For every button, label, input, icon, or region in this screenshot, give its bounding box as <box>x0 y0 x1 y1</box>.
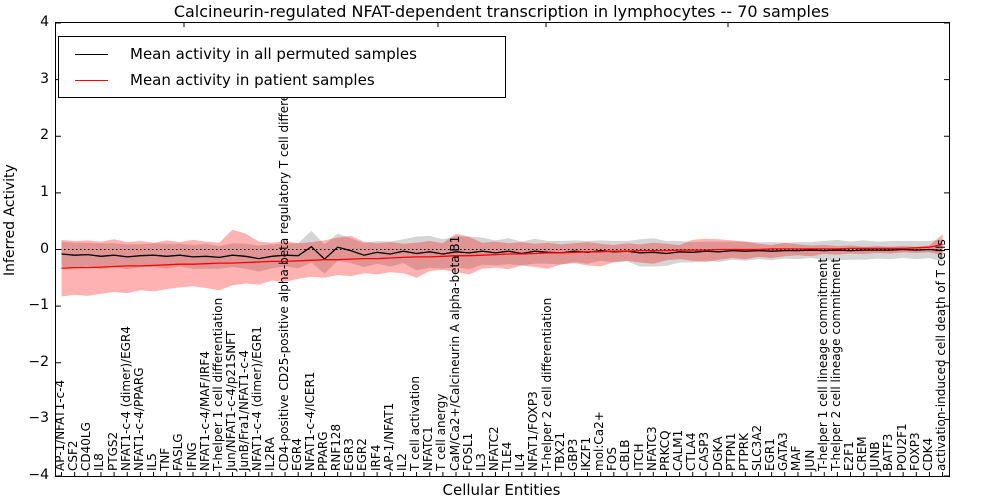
x-tick-label: POU2F1 <box>894 423 909 471</box>
x-tick-label: NFAT1-c-4/MAF/IRF4 <box>197 351 212 471</box>
x-tick-label: PTPRK <box>736 432 751 471</box>
x-tick-label: PRKCQ <box>657 430 672 471</box>
x-tick-label: FOXP3 <box>907 432 922 471</box>
x-tick-label: Jun/NFAT1-c-4/p21SNFT <box>223 330 238 471</box>
x-tick-label: NFAT1/FOXP3 <box>526 391 541 471</box>
chart-title: Calcineurin-regulated NFAT-dependent tra… <box>173 2 830 21</box>
x-tick-label: CDK4 <box>920 437 935 471</box>
legend: Mean activity in all permuted samples Me… <box>58 36 506 98</box>
x-tick-label: TBX21 <box>552 431 567 471</box>
y-tick-label: 1 <box>40 183 49 200</box>
x-tick-label: CD4-positive CD25-positive alpha-beta re… <box>276 47 291 471</box>
x-tick-label: T-helper 1 cell differentiation <box>210 297 225 471</box>
legend-line-sample-black <box>75 53 108 55</box>
legend-item-patient: Mean activity in patient samples <box>59 71 505 89</box>
x-tick-label: IRF4 <box>368 444 383 471</box>
chart-canvas <box>56 23 949 476</box>
x-tick-label: GBP3 <box>565 438 580 471</box>
x-tick-label: FASLG <box>171 433 186 471</box>
x-tick-label: MAF <box>789 445 804 471</box>
x-tick-label: BATF3 <box>881 433 896 471</box>
x-tick-label: JUN <box>802 449 817 471</box>
x-tick-label: CBLB <box>618 439 633 471</box>
x-tick-label: IFNG <box>184 442 199 471</box>
y-tick-label: −3 <box>28 410 49 427</box>
y-tick-label: 3 <box>40 70 49 87</box>
y-tick-label: 4 <box>40 14 49 30</box>
x-tick-label: activation-induced cell death of T cells <box>934 239 949 471</box>
legend-line-sample-red <box>75 79 108 81</box>
x-tick-label: IL2RA <box>263 437 278 471</box>
x-tick-label: ITCH <box>631 443 646 471</box>
x-tick-label: EGR4 <box>289 438 304 471</box>
legend-item-permuted: Mean activity in all permuted samples <box>59 45 505 63</box>
x-tick-label: NFAT1-c-4/PPARG <box>131 367 146 471</box>
y-tick-label: −2 <box>28 353 49 370</box>
x-tick-label: EGR2 <box>355 438 370 471</box>
x-tick-label: IL8 <box>92 453 107 471</box>
patient-mean-line <box>61 243 943 269</box>
y-tick-label: −4 <box>28 467 49 483</box>
x-tick-label: T-helper 2 cell lineage commitment <box>828 257 843 471</box>
legend-label: Mean activity in patient samples <box>130 71 375 89</box>
x-tick-label: AP-1/NFAT1 <box>381 402 396 471</box>
x-tick-label: T-helper 1 cell lineage commitment <box>815 257 830 471</box>
x-tick-label: IL3 <box>473 453 488 471</box>
x-axis-label: Cellular Entities <box>442 481 561 499</box>
patient-band <box>61 229 943 297</box>
x-tick-label: PTPN1 <box>723 432 738 471</box>
y-tick-label: 0 <box>40 240 49 257</box>
x-tick-label: CASP3 <box>697 431 712 471</box>
x-tick-label: NFAT1-c-4 (dimer)/EGR4 <box>118 326 133 471</box>
x-tick-label: T-helper 2 cell differentiation <box>539 297 554 471</box>
x-tick-label: DGKA <box>710 436 725 471</box>
x-tick-label: NFATC3 <box>644 426 659 471</box>
x-tick-label: IL2 <box>394 453 409 471</box>
x-tick-label: CaM/Ca2+/Calcineurin A alpha-beta B1 <box>447 235 462 471</box>
y-tick-label: −1 <box>28 297 49 314</box>
y-tick-label: 2 <box>40 127 49 144</box>
x-tick-label: FOSL1 <box>460 432 475 471</box>
legend-label: Mean activity in all permuted samples <box>130 45 417 63</box>
permuted-mean-line <box>61 245 943 260</box>
x-tick-label: T cell anergy <box>434 393 449 471</box>
x-tick-label: PTGS2 <box>105 431 120 471</box>
x-tick-label: NFAT1-c-4/ICER1 <box>302 371 317 471</box>
